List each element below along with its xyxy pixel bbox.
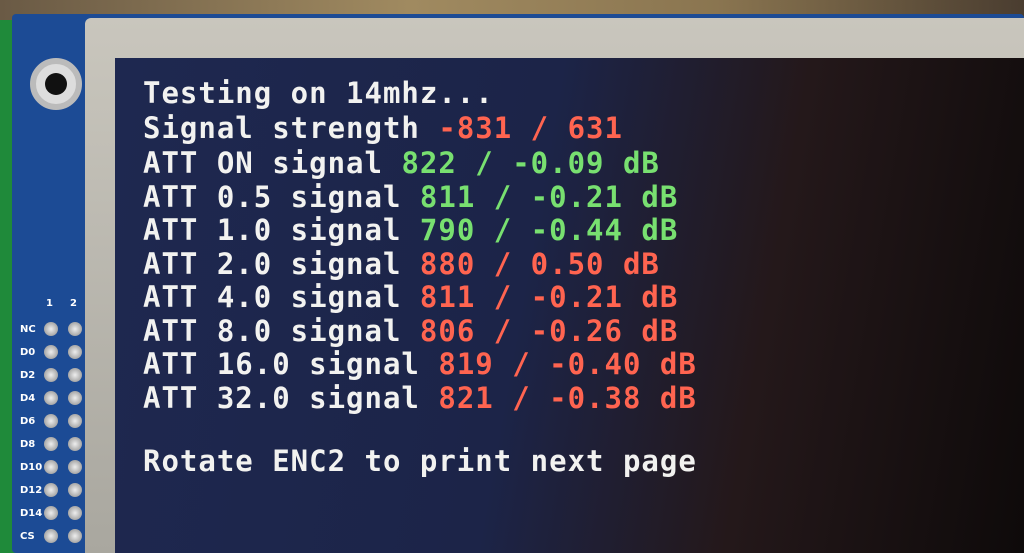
header-pin (68, 368, 82, 382)
att-row: ATT 4.0 signal 811 / -0.21 dB (143, 280, 678, 314)
att-row: ATT 2.0 signal 880 / 0.50 dB (143, 247, 660, 281)
label: ATT 0.5 signal (143, 179, 420, 214)
pin-label: D10 (20, 462, 43, 473)
header-pin (44, 391, 58, 405)
header-pin (44, 437, 58, 451)
value: 880 / 0.50 dB (419, 246, 660, 281)
label: ATT 4.0 signal (143, 280, 420, 314)
footer-hint: Rotate ENC2 to print next page (143, 444, 697, 478)
header-pin (68, 391, 82, 405)
header-pin (68, 414, 82, 428)
label: ATT 2.0 signal (143, 246, 420, 281)
pin-label: D14 (20, 508, 43, 519)
att-row: ATT 1.0 signal 790 / -0.44 dB (143, 213, 678, 247)
header-pin (44, 506, 58, 520)
att-row: ATT 32.0 signal 821 / -0.38 dB (143, 381, 697, 415)
pin-label: D6 (20, 416, 36, 427)
pin-label: D8 (20, 439, 36, 450)
header-pin (68, 460, 82, 474)
value: 811 / -0.21 dB (419, 280, 679, 314)
pin-label: NC (20, 324, 36, 335)
header-pin (44, 483, 58, 497)
value: 822 / -0.09 dB (401, 146, 660, 180)
header-pin (44, 529, 58, 543)
header-pin (68, 529, 82, 543)
header-pin (44, 368, 58, 382)
col-label: 1 (46, 298, 53, 309)
value: 821 / -0.38 dB (438, 380, 697, 415)
value: 811 / -0.21 dB (419, 179, 679, 214)
label: ATT 8.0 signal (143, 313, 420, 348)
value: 790 / -0.44 dB (419, 213, 679, 247)
label: ATT ON signal (143, 146, 402, 180)
label: ATT 32.0 signal (143, 380, 439, 415)
pin-label: D12 (20, 485, 43, 496)
header-pin (44, 345, 58, 359)
att-row: ATT 0.5 signal 811 / -0.21 dB (143, 180, 678, 214)
pin-label: CS (20, 531, 35, 542)
att-row: ATT 8.0 signal 806 / -0.26 dB (143, 314, 678, 348)
pin-label: D2 (20, 370, 36, 381)
att-row: ATT ON signal 822 / -0.09 dB (143, 146, 660, 180)
header-pin (44, 322, 58, 336)
value: -831 / 631 (438, 111, 623, 145)
label: ATT 1.0 signal (143, 213, 420, 247)
header-pin (68, 483, 82, 497)
value: 806 / -0.26 dB (419, 313, 679, 348)
header-pin (68, 437, 82, 451)
header-pin (68, 506, 82, 520)
label: Signal strength (143, 111, 439, 145)
pin-label: D4 (20, 393, 36, 404)
header-pin (68, 322, 82, 336)
value: 819 / -0.40 dB (438, 347, 697, 381)
header-pin (44, 414, 58, 428)
header-pin (44, 460, 58, 474)
mounting-hole (30, 58, 82, 110)
header-pin (68, 345, 82, 359)
signal-strength-row: Signal strength -831 / 631 (143, 111, 623, 145)
col-label: 2 (70, 298, 77, 309)
att-row: ATT 16.0 signal 819 / -0.40 dB (143, 347, 697, 381)
title: Testing on 14mhz... (143, 76, 494, 110)
pin-label: D0 (20, 347, 36, 358)
lcd-screen: Testing on 14mhz... Signal strength -831… (115, 58, 1024, 553)
label: ATT 16.0 signal (143, 347, 439, 381)
